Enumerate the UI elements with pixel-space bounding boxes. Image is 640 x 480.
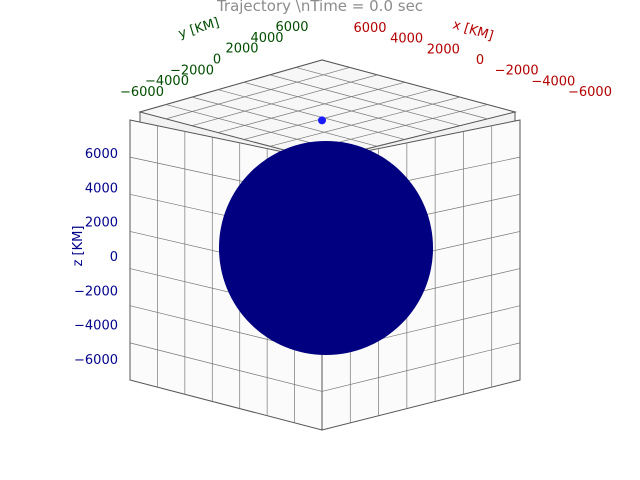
x-tick-label: −2000 — [495, 64, 539, 79]
z-tick-label: −4000 — [74, 319, 118, 334]
gridline — [165, 67, 350, 120]
gridline — [243, 89, 433, 140]
y-tick-label: −4000 — [145, 74, 189, 89]
top-pane — [138, 59, 517, 161]
earth-sphere — [218, 140, 434, 356]
gridline — [191, 96, 378, 147]
y-tick-label: 2000 — [225, 42, 258, 57]
gridline — [321, 342, 521, 392]
gridline — [269, 96, 460, 147]
x-axis-label: x [KM] — [451, 17, 495, 44]
x-tick-label: −6000 — [568, 85, 612, 100]
gridline — [217, 81, 405, 133]
y-tick-label: −2000 — [170, 63, 214, 78]
gridline — [129, 342, 323, 392]
y-tick-label: −6000 — [120, 85, 164, 100]
gridline — [269, 74, 460, 127]
gridline — [191, 74, 378, 127]
x-tick-label: 2000 — [427, 42, 460, 57]
x-tick-label: −4000 — [531, 74, 575, 89]
z-tick-labels: 6000 4000 2000 0 −2000 −4000 −6000 — [74, 147, 118, 368]
x-tick-label: 6000 — [353, 21, 386, 36]
z-tick-label: 6000 — [85, 147, 118, 162]
y-axis-label: y [KM] — [177, 15, 221, 42]
trajectory-points — [318, 116, 326, 125]
x-tick-label: 0 — [476, 53, 484, 68]
z-tick-label: −6000 — [74, 353, 118, 368]
gridline — [217, 89, 405, 140]
gridline — [243, 81, 433, 133]
z-axis-label: z [KM] — [71, 226, 86, 267]
x-tick-label: 4000 — [390, 32, 423, 47]
z-tick-label: −2000 — [74, 284, 118, 299]
z-tick-label: 0 — [110, 250, 118, 265]
y-tick-label: 4000 — [250, 31, 283, 46]
y-tick-label: 6000 — [275, 20, 308, 35]
chart-title: Trajectory \nTime = 0.0 sec — [216, 0, 423, 15]
z-tick-label: 4000 — [85, 181, 118, 196]
x-tick-labels: 6000 4000 2000 0 −2000−4000−6000 — [353, 21, 612, 100]
z-tick-label: 2000 — [85, 216, 118, 231]
trajectory-point — [318, 116, 326, 125]
gridline — [295, 67, 488, 120]
y-tick-label: 0 — [213, 53, 221, 68]
